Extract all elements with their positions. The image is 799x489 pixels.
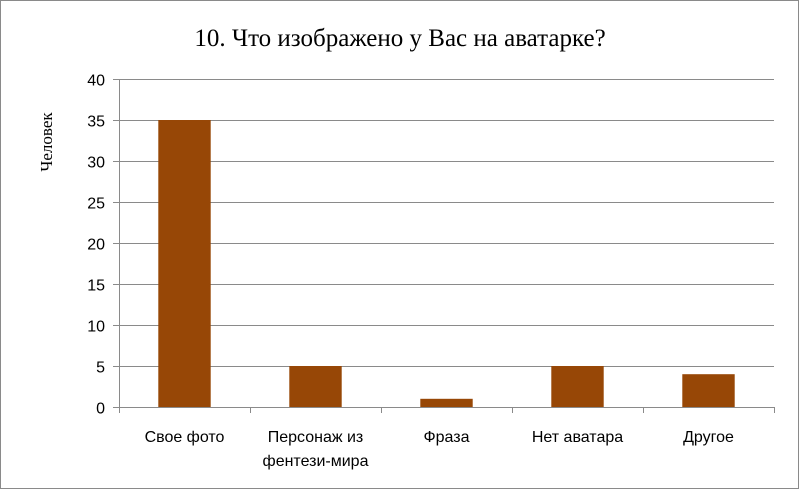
y-tick-label: 20: [87, 237, 105, 254]
bar: [289, 366, 342, 407]
y-tick-label: 0: [96, 401, 105, 418]
y-tick-label: 10: [87, 319, 105, 336]
y-tick-labels: 0 5 10 15 20 25 30 35 40: [87, 73, 105, 418]
bar: [551, 366, 604, 407]
x-tick-label: Персонаж из: [268, 429, 364, 446]
y-tick-label: 5: [96, 360, 105, 377]
bar: [158, 120, 211, 407]
axes: [119, 79, 775, 413]
y-tick-label: 40: [87, 73, 105, 90]
bar: [682, 374, 735, 407]
bar: [420, 398, 473, 407]
chart-title: 10. Что изображено у Вас на аватарке?: [194, 25, 605, 52]
x-tick-label: Фраза: [423, 429, 469, 446]
x-tick-labels: Свое фото Персонаж из фентези-мира Фраза Нет…: [145, 429, 734, 470]
gridlines: [113, 79, 774, 408]
bars: [158, 120, 735, 407]
x-tick-label: Нет аватара: [532, 429, 623, 446]
x-tick-label: Другое: [683, 429, 734, 446]
y-tick-label: 15: [87, 278, 105, 295]
x-tick-label: фентези-мира: [263, 453, 369, 470]
y-axis-label: Человек: [37, 112, 56, 172]
x-tick-label: Свое фото: [145, 429, 225, 446]
y-tick-label: 25: [87, 196, 105, 213]
y-tick-label: 35: [87, 114, 105, 131]
y-tick-label: 30: [87, 155, 105, 172]
